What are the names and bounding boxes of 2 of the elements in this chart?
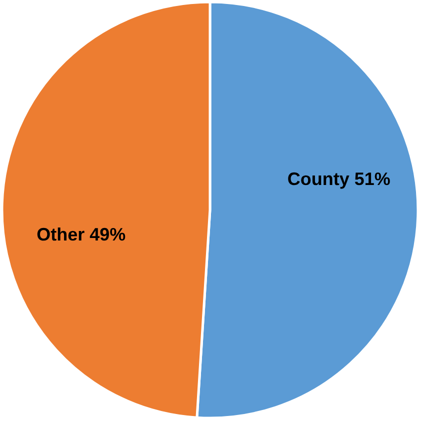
slice-label: Other 49% — [36, 224, 126, 245]
slice-label: County 51% — [287, 168, 390, 189]
